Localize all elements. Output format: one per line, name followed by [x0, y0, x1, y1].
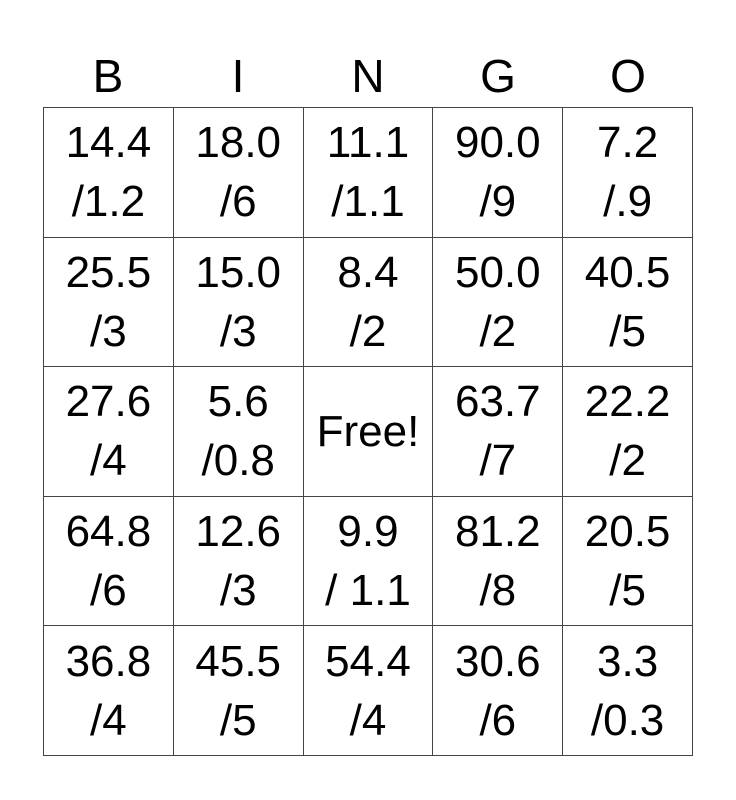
bingo-cell[interactable]: 90.0 /9 [433, 108, 564, 238]
bingo-cell[interactable]: 40.5 /5 [563, 237, 693, 368]
header-letter-b: B [92, 50, 124, 102]
bingo-cell[interactable]: 25.5 /3 [44, 237, 174, 368]
bingo-header: B I N G O [43, 48, 693, 104]
header-letter-n: N [351, 50, 385, 102]
bingo-cell[interactable]: 50.0 /2 [433, 237, 564, 368]
free-space-cell[interactable]: Free! [303, 367, 434, 497]
bingo-cell[interactable]: 64.8 /6 [44, 496, 174, 627]
bingo-cell[interactable]: 20.5 /5 [563, 496, 693, 627]
bingo-cell[interactable]: 63.7 /7 [433, 367, 564, 497]
bingo-cell[interactable]: 15.0 /3 [173, 237, 304, 368]
bingo-cell[interactable]: 14.4 /1.2 [44, 108, 174, 238]
bingo-cell[interactable]: 8.4 /2 [303, 237, 434, 368]
bingo-cell[interactable]: 12.6 /3 [173, 496, 304, 627]
bingo-cell[interactable]: 7.2 /.9 [563, 108, 693, 238]
bingo-cell[interactable]: 81.2 /8 [433, 496, 564, 627]
bingo-cell[interactable]: 30.6 /6 [433, 626, 564, 756]
bingo-cell[interactable]: 45.5 /5 [173, 626, 304, 756]
header-letter-i: I [231, 50, 245, 102]
bingo-cell[interactable]: 22.2 /2 [563, 367, 693, 497]
bingo-grid: 14.4 /1.2 18.0 /6 11.1 /1.1 90.0 /9 7.2 /.9 2… [43, 107, 693, 756]
bingo-cell[interactable]: 3.3 /0.3 [563, 626, 693, 756]
bingo-cell[interactable]: 18.0 /6 [173, 108, 304, 238]
header-letter-o: O [610, 50, 646, 102]
bingo-cell[interactable]: 54.4 /4 [303, 626, 434, 756]
bingo-cell[interactable]: 36.8 /4 [44, 626, 174, 756]
bingo-cell[interactable]: 5.6 /0.8 [173, 367, 304, 497]
bingo-cell[interactable]: 9.9 / 1.1 [303, 496, 434, 627]
header-letter-g: G [480, 50, 516, 102]
bingo-cell[interactable]: 11.1 /1.1 [303, 108, 434, 238]
bingo-cell[interactable]: 27.6 /4 [44, 367, 174, 497]
